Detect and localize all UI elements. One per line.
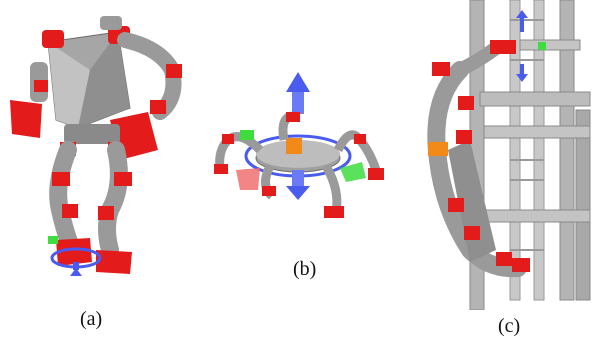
hexapod-robot-illustration — [214, 72, 384, 218]
panel-b-caption: (b) — [293, 258, 317, 280]
figure-panel-a: (a) — [0, 0, 200, 343]
panel-c-caption: (c) — [498, 315, 521, 337]
figure-panel-c: (c) — [400, 0, 610, 343]
figure-panel-b: (b) — [200, 0, 400, 343]
panel-a-caption: (a) — [80, 308, 103, 330]
humanoid-robot-illustration — [10, 16, 182, 276]
climbing-robot-illustration — [427, 0, 591, 310]
